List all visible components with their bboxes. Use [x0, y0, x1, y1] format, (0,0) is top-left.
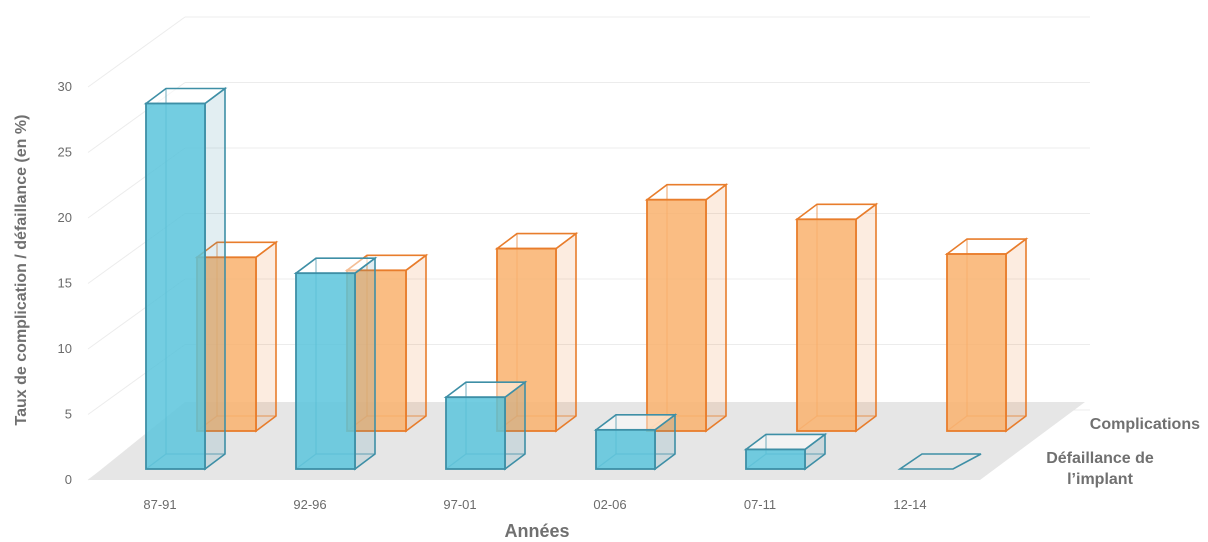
bar-defaillance-92-96 [295, 272, 356, 470]
bar-defaillance-07-11 [745, 448, 806, 470]
y-tick-label: 5 [65, 407, 72, 422]
y-tick-label: 10 [58, 341, 72, 356]
y-tick-label: 25 [58, 145, 72, 160]
bar-complications-12-14 [946, 253, 1007, 432]
bar-defaillance-97-01 [445, 396, 506, 470]
bar-defaillance-02-06 [595, 428, 656, 470]
y-tick-label: 0 [65, 472, 72, 487]
bar-defaillance-12-14 [897, 453, 982, 470]
bar-defaillance-87-91 [145, 102, 206, 470]
bar-complications-07-11-side [855, 202, 877, 433]
bar-complications-07-11 [796, 218, 857, 432]
bar-complications-97-01 [496, 247, 557, 432]
x-tick-label: 02-06 [593, 497, 626, 512]
x-tick-label: 97-01 [443, 497, 476, 512]
x-tick-label: 12-14 [893, 497, 926, 512]
series-label-defaillance-text: Défaillance de l’implant [1046, 450, 1154, 488]
series-label-defaillance: Défaillance de l’implant [1040, 448, 1160, 490]
y-axis-title: Taux de complication / défaillance (en %… [13, 114, 30, 426]
bar-complications-12-14-side [1005, 237, 1027, 433]
bar-complications-97-01-side [555, 231, 577, 433]
x-axis-title: Années [504, 521, 570, 541]
x-tick-label: 07-11 [744, 497, 776, 512]
y-tick-label: 15 [58, 276, 72, 291]
bar-complications-87-91 [196, 256, 257, 432]
series-label-complications: Complications [1089, 416, 1200, 433]
bar-complications-02-06 [646, 198, 707, 432]
bar-defaillance-92-96-side [354, 256, 376, 471]
gridline-slant [87, 16, 186, 88]
y-tick-label: 20 [58, 210, 72, 225]
bar-complications-92-96-side [405, 253, 427, 433]
x-tick-label: 92-96 [293, 497, 326, 512]
x-tick-label: 87-91 [143, 497, 176, 512]
bar-defaillance-87-91-side [204, 86, 226, 471]
y-tick-label: 30 [58, 79, 72, 94]
bar-complications-02-06-side [705, 183, 727, 433]
bar-complications-87-91-side [255, 240, 277, 433]
